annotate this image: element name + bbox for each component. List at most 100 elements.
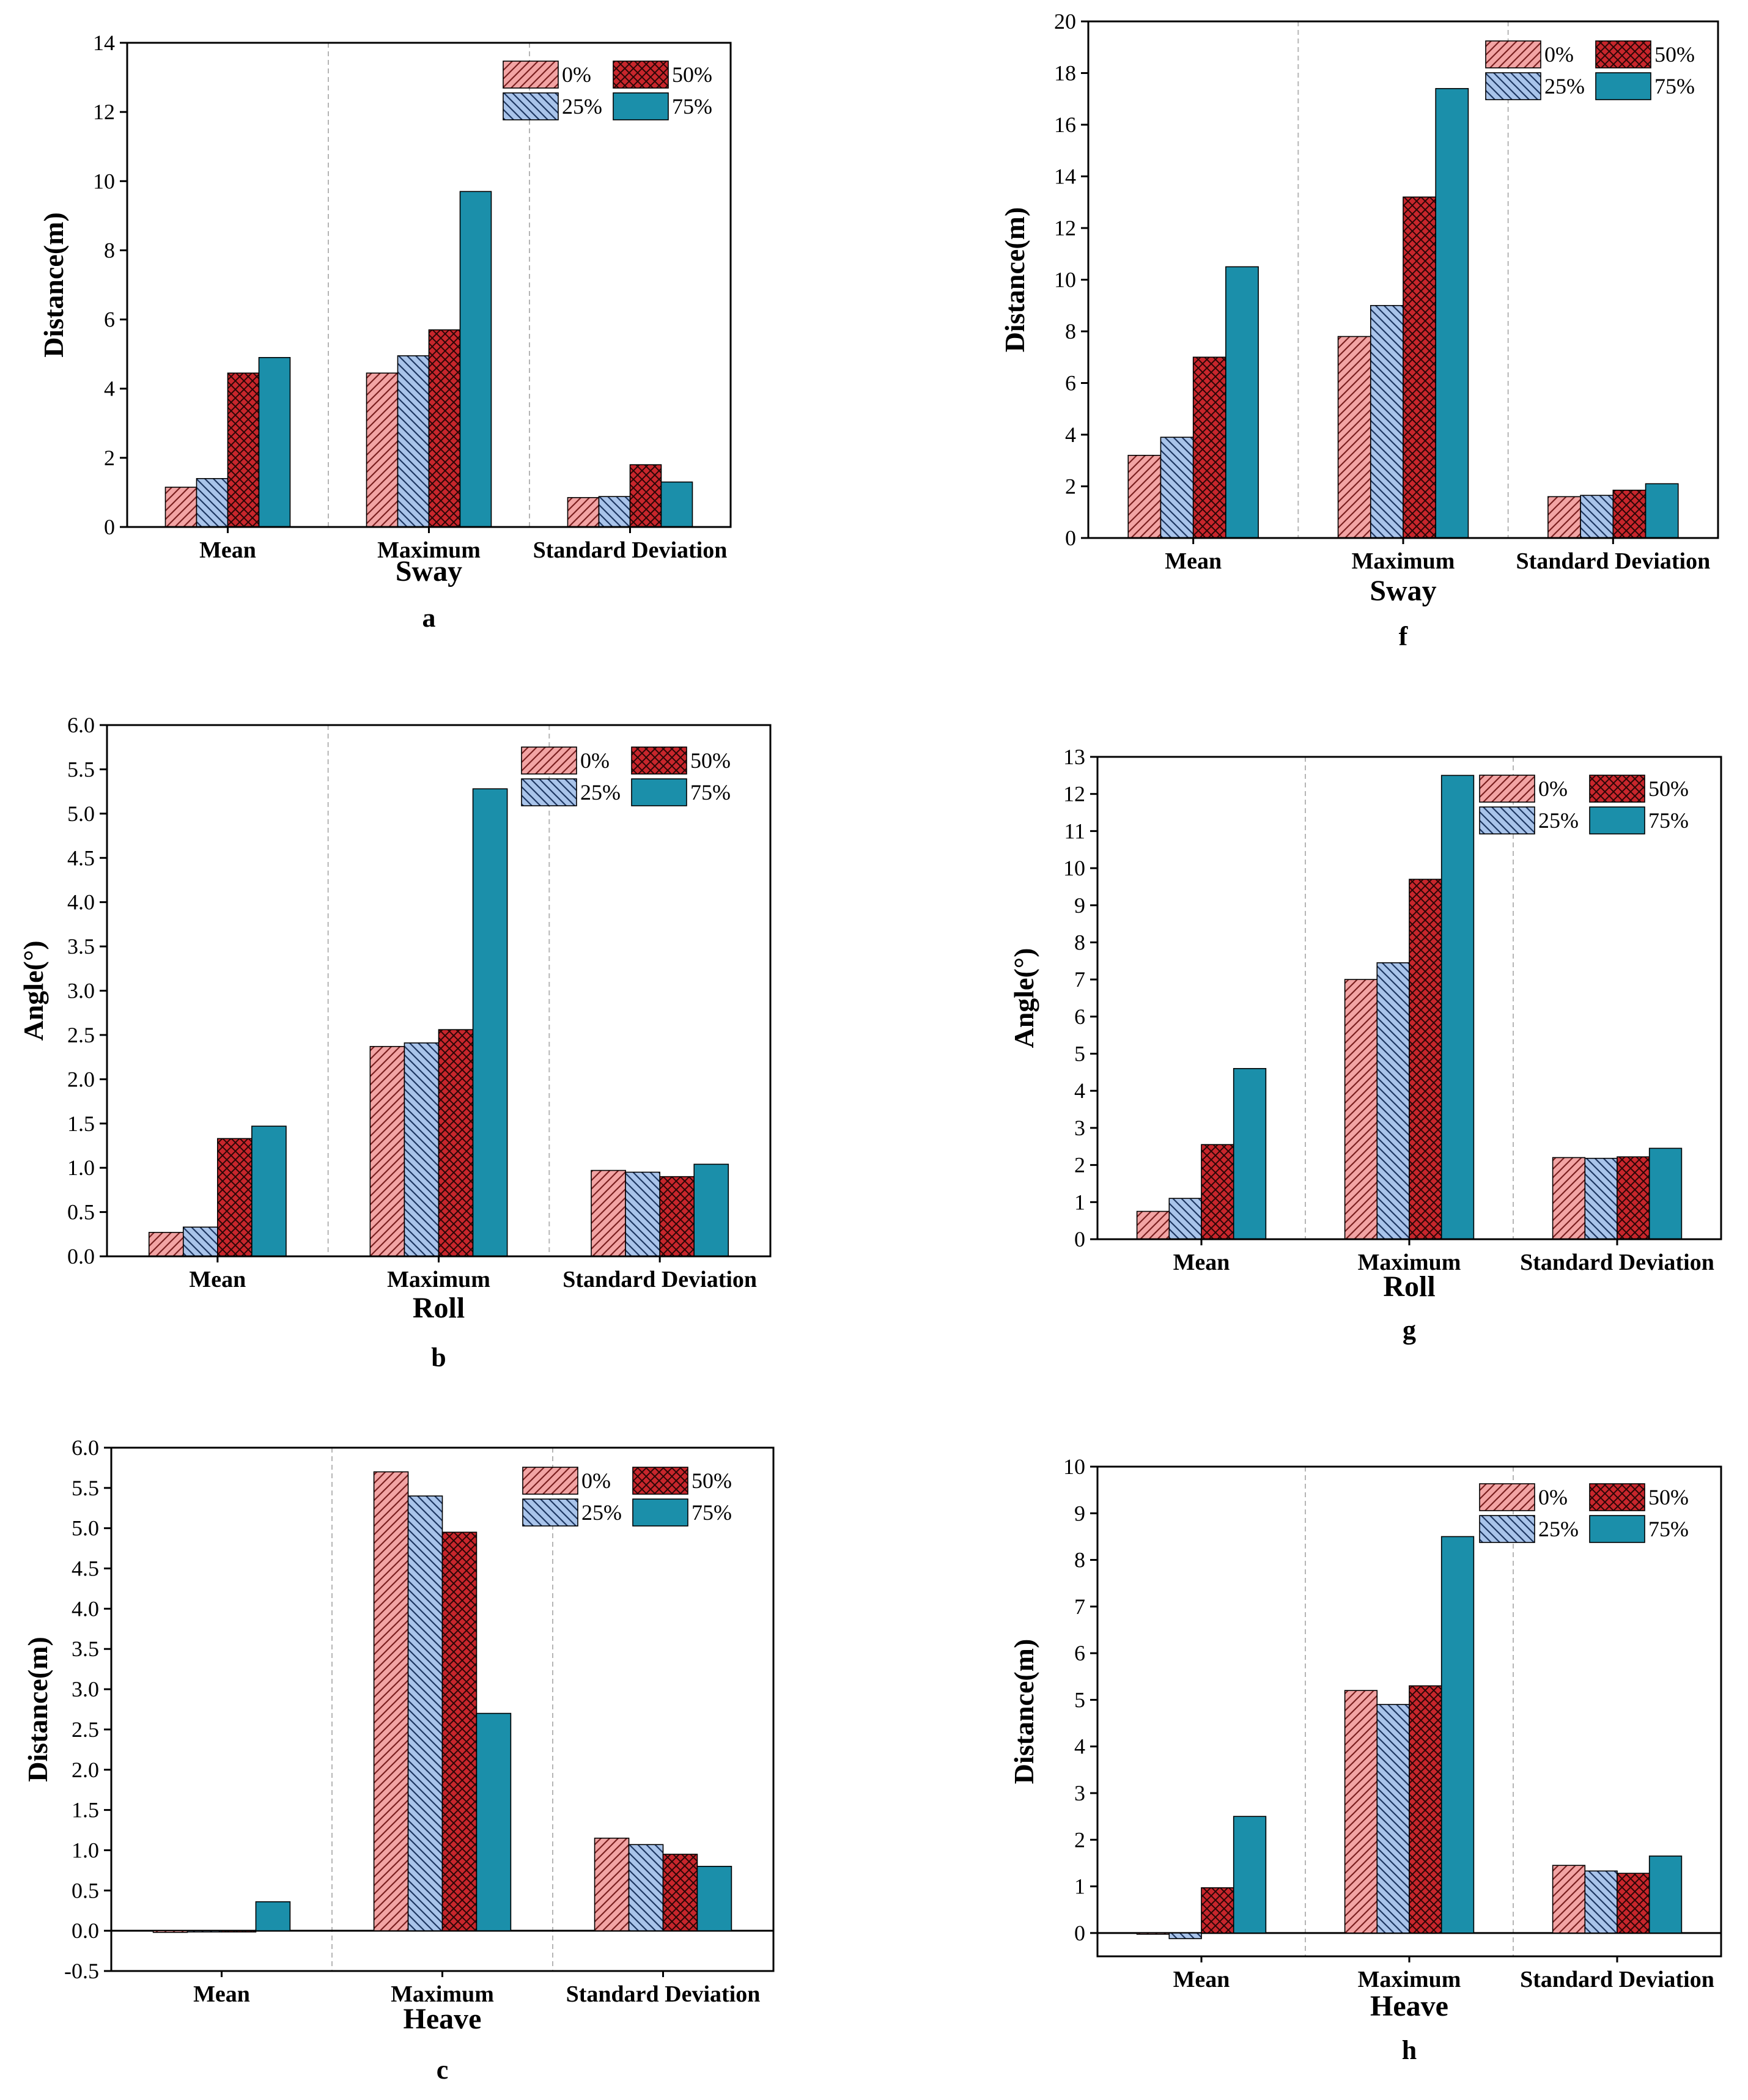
x-tick-label: Mean	[1165, 548, 1222, 574]
y-tick-label: 10	[1063, 856, 1085, 880]
chart-panel-c: -0.5 0.0 0.5 1.0 1.5 2.0 2.5 3.0 3.5 4.0 4.5 5.0 5.5…	[22, 1435, 775, 2085]
chart-panel-f: 0 2 4 6 8 10 12 14 16 18 20 Mean Maximum Standard Dev…	[999, 9, 1719, 651]
legend-label: 0%	[1538, 776, 1568, 801]
y-tick-label: 8	[104, 238, 115, 262]
y-tick-label: 4	[1065, 422, 1076, 447]
bar-f-50pct-mean	[1192, 356, 1226, 539]
bar-a-0pct-standard-deviation	[567, 497, 600, 528]
bar-a-75pct-mean	[258, 356, 291, 528]
bar-c-0pct-maximum	[373, 1471, 409, 1931]
y-tick-label: 9	[1074, 893, 1085, 918]
legend-swatch	[613, 92, 669, 120]
y-tick-label: 5.5	[67, 757, 95, 781]
legend-label: 25%	[580, 780, 621, 805]
bar-g-50pct-standard-deviation	[1617, 1156, 1650, 1240]
bar-c-0pct-mean	[152, 1930, 188, 1933]
y-tick-label: 8	[1074, 930, 1085, 954]
y-tick-label: 2.0	[67, 1067, 95, 1091]
bar-f-0pct-maximum	[1337, 336, 1371, 539]
y-tick-label: -0.5	[64, 1959, 99, 1983]
y-tick-label: 12	[93, 100, 115, 124]
bar-f-50pct-maximum	[1403, 196, 1437, 539]
bar-b-75pct-mean	[251, 1126, 287, 1257]
y-tick-label: 7	[1074, 1594, 1085, 1619]
legend-label: 25%	[1544, 74, 1585, 98]
bar-h-25pct-mean	[1168, 1932, 1202, 1939]
chart-panel-h: 0 1 2 3 4 5 6 7 8 9 10 Mean Maximum Standard Deviatio…	[1008, 1454, 1722, 2065]
bar-b-50pct-standard-deviation	[659, 1176, 695, 1257]
y-tick-label: 5.5	[72, 1476, 99, 1500]
y-tick-label: 1.0	[72, 1838, 99, 1862]
bar-h-50pct-mean	[1201, 1887, 1234, 1934]
panel-letter: c	[437, 2055, 449, 2085]
x-axis-title: Heave	[1370, 1990, 1448, 2022]
x-tick-label: Standard Deviation	[1520, 1967, 1714, 1992]
y-tick-label: 4.5	[67, 846, 95, 870]
bar-b-0pct-mean	[148, 1232, 184, 1257]
legend-swatch	[632, 1467, 688, 1495]
legend-swatch	[1589, 775, 1645, 803]
bar-h-50pct-maximum	[1409, 1685, 1442, 1934]
bar-h-0pct-mean	[1136, 1932, 1170, 1935]
y-tick-label: 2	[1065, 474, 1076, 499]
y-tick-label: 10	[1063, 1454, 1085, 1479]
y-tick-label: 1	[1074, 1190, 1085, 1214]
legend-label: 25%	[1538, 1517, 1579, 1541]
bar-g-0pct-maximum	[1344, 979, 1378, 1240]
y-tick-label: 16	[1054, 112, 1076, 137]
bar-h-25pct-standard-deviation	[1584, 1870, 1618, 1934]
bar-a-50pct-mean	[227, 372, 260, 528]
x-tick-label: Standard Deviation	[1516, 548, 1710, 574]
y-tick-label: 3.5	[67, 934, 95, 959]
bar-b-25pct-maximum	[404, 1042, 440, 1257]
bar-a-50pct-maximum	[428, 329, 461, 528]
bar-f-75pct-maximum	[1435, 88, 1469, 539]
legend-label: 0%	[1544, 42, 1574, 67]
legend-label: 75%	[672, 94, 712, 119]
legend-swatch	[1589, 1483, 1645, 1511]
y-tick-label: 20	[1054, 9, 1076, 34]
legend-label: 25%	[562, 94, 602, 119]
y-tick-label: 3.0	[72, 1677, 99, 1701]
legend: 0% 50% 25% 75%	[1479, 775, 1689, 834]
y-tick-label: 10	[93, 169, 115, 193]
bar-b-25pct-mean	[182, 1226, 218, 1257]
x-axis-title: Roll	[413, 1292, 465, 1324]
bar-c-25pct-mean	[186, 1930, 223, 1932]
y-tick-label: 2	[1074, 1827, 1085, 1852]
x-tick-label: Mean	[199, 537, 256, 563]
y-tick-label: 0	[104, 515, 115, 539]
legend: 0% 50% 25% 75%	[521, 746, 731, 806]
bar-f-75pct-standard-deviation	[1645, 483, 1679, 539]
x-tick-label: Maximum	[387, 1267, 490, 1292]
bar-a-25pct-mean	[196, 477, 229, 528]
bar-a-25pct-maximum	[397, 355, 430, 528]
legend-label: 50%	[691, 1468, 732, 1493]
y-tick-label: 9	[1074, 1501, 1085, 1525]
bar-h-75pct-maximum	[1440, 1536, 1475, 1934]
bar-a-0pct-maximum	[366, 372, 399, 528]
bar-c-75pct-mean	[255, 1901, 291, 1931]
bar-f-25pct-mean	[1160, 437, 1194, 539]
legend: 0% 50% 25% 75%	[522, 1467, 732, 1527]
bar-b-0pct-standard-deviation	[591, 1170, 626, 1257]
x-tick-label: Standard Deviation	[1520, 1250, 1714, 1275]
y-tick-label: 3.0	[67, 979, 95, 1003]
x-tick-label: Maximum	[1358, 1967, 1461, 1992]
bar-a-0pct-mean	[164, 487, 197, 528]
y-tick-label: 6	[104, 308, 115, 332]
x-axis-title: Sway	[1370, 575, 1436, 607]
panel-letter: f	[1399, 621, 1409, 651]
y-tick-label: 5.0	[72, 1516, 99, 1541]
bar-h-0pct-maximum	[1344, 1690, 1378, 1934]
legend-swatch	[1595, 40, 1651, 68]
bar-a-25pct-standard-deviation	[598, 496, 631, 528]
bar-h-0pct-standard-deviation	[1552, 1865, 1586, 1934]
y-tick-label: 8	[1074, 1548, 1085, 1572]
legend-swatch	[1589, 806, 1645, 834]
bar-a-75pct-maximum	[459, 191, 492, 528]
x-axis-title: Heave	[404, 2003, 482, 2035]
